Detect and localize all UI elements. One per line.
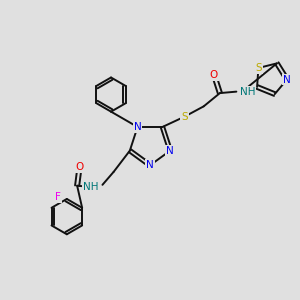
Text: N: N bbox=[283, 74, 291, 85]
Text: N: N bbox=[146, 160, 154, 170]
Text: N: N bbox=[166, 146, 174, 156]
Text: O: O bbox=[75, 162, 84, 172]
Text: NH: NH bbox=[83, 182, 98, 192]
Text: S: S bbox=[181, 112, 188, 122]
Text: O: O bbox=[210, 70, 218, 80]
Text: N: N bbox=[134, 122, 141, 132]
Text: S: S bbox=[255, 63, 262, 73]
Text: F: F bbox=[55, 193, 61, 202]
Text: NH: NH bbox=[240, 87, 255, 97]
